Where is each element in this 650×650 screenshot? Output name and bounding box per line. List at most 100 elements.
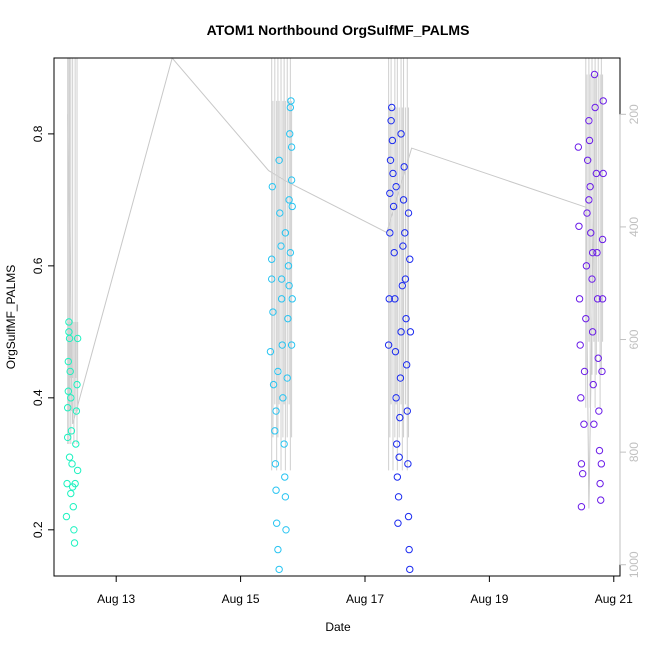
data-point: [277, 242, 285, 250]
data-point: [593, 295, 602, 303]
data-point: [389, 169, 397, 178]
y-tick-label: 0.8: [31, 125, 45, 142]
data-point: [586, 182, 594, 191]
data-point: [63, 404, 72, 412]
data-point: [272, 519, 281, 527]
data-point: [287, 341, 296, 349]
data-point: [597, 496, 605, 504]
data-point: [577, 503, 586, 511]
data-point: [403, 407, 411, 415]
data-point: [583, 209, 591, 217]
data-point: [64, 387, 73, 395]
data-point: [272, 407, 280, 415]
data-point: [65, 453, 74, 461]
data-point: [585, 116, 593, 125]
data-point: [402, 314, 410, 323]
data-point: [72, 407, 81, 415]
plot-frame: [53, 57, 621, 577]
plot-layer: [62, 56, 607, 574]
data-point: [266, 347, 275, 356]
y2-tick-label: 400: [627, 217, 641, 237]
data-point: [284, 314, 292, 323]
data-point: [67, 394, 75, 402]
data-point: [280, 440, 288, 448]
data-point: [267, 275, 276, 283]
data-point: [287, 143, 296, 151]
data-point: [68, 460, 76, 468]
data-point: [580, 367, 589, 376]
data-point: [599, 97, 607, 105]
data-point: [286, 248, 295, 257]
data-point: [284, 262, 293, 270]
y2-tick-label: 1000: [627, 551, 641, 578]
y-tick-label: 0.4: [31, 389, 45, 406]
data-point: [402, 361, 411, 369]
data-point: [271, 460, 280, 468]
data-point: [277, 295, 286, 303]
data-point: [386, 156, 395, 164]
data-point: [390, 248, 398, 257]
data-point: [65, 318, 73, 326]
data-point: [285, 281, 293, 290]
data-point: [596, 479, 604, 488]
data-point: [395, 453, 403, 461]
data-point: [65, 334, 74, 343]
data-point: [406, 255, 414, 263]
data-point: [593, 248, 601, 257]
data-point: [590, 70, 599, 79]
data-point: [576, 341, 584, 349]
data-point: [590, 420, 598, 428]
data-point: [580, 420, 588, 428]
x-tick-label: Aug 19: [470, 592, 508, 606]
data-point: [71, 479, 79, 488]
data-point: [587, 229, 595, 237]
data-point: [287, 176, 296, 184]
data-point: [287, 97, 295, 105]
data-point: [392, 394, 400, 402]
data-point: [388, 136, 397, 145]
y-tick-label: 0.6: [31, 257, 45, 274]
data-point: [64, 357, 73, 366]
data-point: [267, 255, 276, 263]
data-point: [393, 473, 402, 481]
data-point: [62, 512, 71, 521]
y2-tick-label: 600: [627, 329, 641, 349]
data-point: [279, 394, 287, 402]
data-point: [397, 130, 405, 138]
data-point: [397, 328, 405, 336]
data-point: [274, 545, 282, 554]
data-point: [583, 156, 592, 164]
data-point: [598, 235, 607, 244]
data-point: [575, 295, 584, 303]
data-point: [63, 479, 71, 488]
data-point: [392, 182, 400, 191]
data-point: [577, 460, 586, 468]
data-point: [384, 341, 393, 349]
data-point: [281, 493, 290, 501]
data-point: [595, 407, 603, 415]
data-point: [274, 367, 282, 376]
data-point: [591, 103, 599, 112]
data-point: [404, 512, 413, 521]
data-point: [400, 163, 408, 171]
data-point: [69, 503, 77, 511]
data-point: [588, 248, 597, 257]
y2-tick-label: 200: [627, 104, 641, 124]
data-point: [386, 189, 394, 197]
y2-tick-label: 800: [627, 442, 641, 462]
data-point: [70, 539, 79, 547]
flight-track-line: [67, 56, 596, 509]
data-point: [595, 446, 604, 455]
data-point: [276, 209, 284, 217]
data-point: [283, 374, 291, 382]
data-point: [281, 229, 290, 237]
x-axis-label: Date: [325, 620, 351, 634]
data-point: [268, 182, 277, 191]
data-point: [396, 374, 405, 382]
data-point: [285, 196, 293, 204]
data-point: [598, 367, 606, 376]
data-point: [404, 460, 412, 468]
x-tick-label: Aug 17: [346, 592, 384, 606]
data-point: [67, 489, 75, 498]
